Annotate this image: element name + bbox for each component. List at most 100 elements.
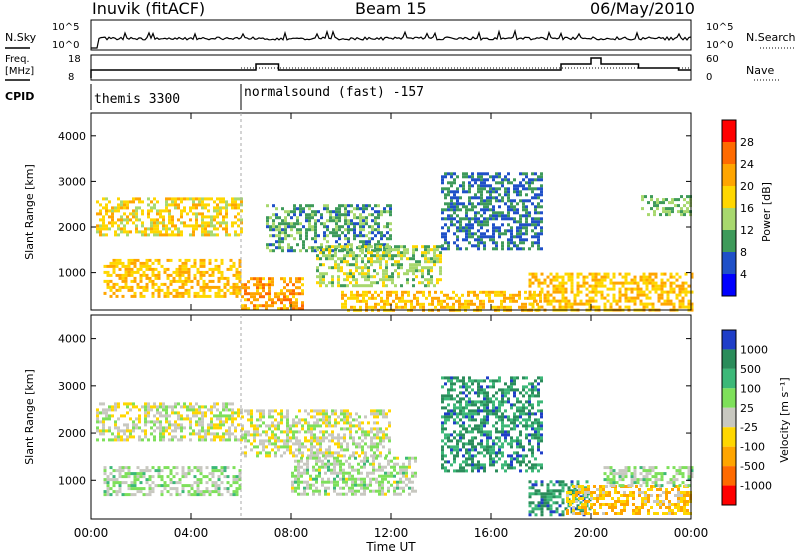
heatmap-cell — [349, 424, 352, 428]
heatmap-cell — [151, 267, 155, 271]
heatmap-cell — [352, 254, 355, 258]
heatmap-cell — [172, 270, 176, 274]
heatmap-cell — [353, 228, 356, 232]
heatmap-cell — [410, 302, 413, 306]
heatmap-cell — [114, 402, 117, 406]
heatmap-cell — [198, 417, 201, 421]
heatmap-cell — [379, 266, 382, 270]
heatmap-cell — [148, 469, 152, 473]
heatmap-cell — [117, 218, 120, 222]
heatmap-cell — [298, 292, 301, 296]
heatmap-cell — [468, 385, 471, 389]
heatmap-cell — [425, 296, 428, 300]
heatmap-cell — [211, 481, 215, 485]
heatmap-cell — [275, 213, 278, 217]
heatmap-cell — [303, 492, 306, 496]
heatmap-cell — [626, 494, 629, 497]
heatmap-cell — [238, 484, 242, 488]
heatmap-cell — [579, 501, 583, 505]
heatmap-cell — [663, 290, 667, 294]
heatmap-cell — [156, 411, 159, 415]
heatmap-cell — [575, 494, 578, 497]
heatmap-cell — [105, 414, 108, 418]
heatmap-cell — [192, 230, 195, 234]
heatmap-cell — [516, 406, 519, 410]
heatmap-cell — [225, 420, 228, 424]
heatmap-cell — [555, 501, 559, 505]
heatmap-cell — [278, 231, 281, 235]
heatmap-cell — [581, 491, 584, 494]
heatmap-cell — [153, 438, 156, 442]
heatmap-cell — [202, 282, 206, 286]
heatmap-cell — [498, 205, 501, 209]
heatmap-cell — [314, 246, 317, 250]
heatmap-cell — [300, 456, 303, 460]
heatmap-cell — [280, 307, 283, 311]
heatmap-cell — [313, 454, 316, 458]
heatmap-cell — [138, 206, 141, 210]
heatmap-cell — [368, 213, 371, 217]
heatmap-cell — [277, 298, 280, 302]
heatmap-cell — [363, 477, 366, 481]
heatmap-cell — [492, 232, 495, 236]
heatmap-cell — [184, 261, 188, 265]
heatmap-cell — [316, 266, 319, 270]
heatmap-cell — [178, 493, 182, 497]
heatmap-cell — [247, 439, 250, 443]
heatmap-cell — [361, 272, 364, 276]
heatmap-cell — [314, 219, 317, 223]
heatmap-cell — [280, 415, 283, 419]
heatmap-cell — [268, 442, 271, 446]
heatmap-cell — [337, 269, 340, 273]
heatmap-cell — [403, 251, 406, 255]
heatmap-cell — [241, 451, 244, 455]
heatmap-cell — [415, 263, 418, 267]
heatmap-cell — [641, 195, 644, 199]
freq-unit-label: [MHz] — [5, 66, 34, 77]
heatmap-cell — [447, 415, 450, 419]
heatmap-cell — [244, 451, 247, 455]
heatmap-cell — [512, 296, 515, 300]
heatmap-cell — [271, 415, 274, 419]
heatmap-cell — [537, 442, 540, 446]
heatmap-cell — [606, 287, 610, 291]
heatmap-cell — [115, 478, 119, 482]
heatmap-cell — [259, 292, 262, 296]
heatmap-cell — [486, 451, 489, 455]
heatmap-cell — [665, 210, 668, 214]
heatmap-cell — [183, 435, 186, 439]
heatmap-cell — [240, 438, 243, 442]
heatmap-cell — [211, 285, 215, 289]
heatmap-cell — [204, 432, 207, 436]
heatmap-cell — [168, 218, 171, 222]
heatmap-cell — [462, 184, 465, 188]
heatmap-cell — [112, 285, 116, 289]
heatmap-cell — [504, 415, 507, 419]
heatmap-cell — [504, 193, 507, 197]
heatmap-cell — [250, 448, 253, 452]
heatmap-cell — [489, 454, 492, 458]
heatmap-cell — [492, 238, 495, 242]
heatmap-cell — [416, 302, 419, 306]
heatmap-cell — [593, 512, 596, 515]
heatmap-cell — [477, 430, 480, 434]
heatmap-cell — [498, 376, 501, 380]
heatmap-cell — [352, 263, 355, 267]
heatmap-cell — [617, 500, 620, 503]
heatmap-cell — [534, 430, 537, 434]
heatmap-cell — [367, 269, 370, 273]
heatmap-cell — [178, 267, 182, 271]
heatmap-cell — [495, 427, 498, 431]
heatmap-cell — [388, 421, 391, 425]
heatmap-cell — [549, 510, 553, 514]
heatmap-cell — [680, 210, 683, 214]
heatmap-cell — [178, 481, 182, 485]
heatmap-cell — [456, 421, 459, 425]
heatmap-cell — [323, 234, 326, 238]
heatmap-cell — [546, 486, 550, 490]
heatmap-cell — [516, 400, 519, 404]
heatmap-cell — [427, 248, 430, 252]
heatmap-cell — [124, 285, 128, 289]
heatmap-cell — [365, 249, 368, 253]
heatmap-cell — [358, 454, 361, 458]
